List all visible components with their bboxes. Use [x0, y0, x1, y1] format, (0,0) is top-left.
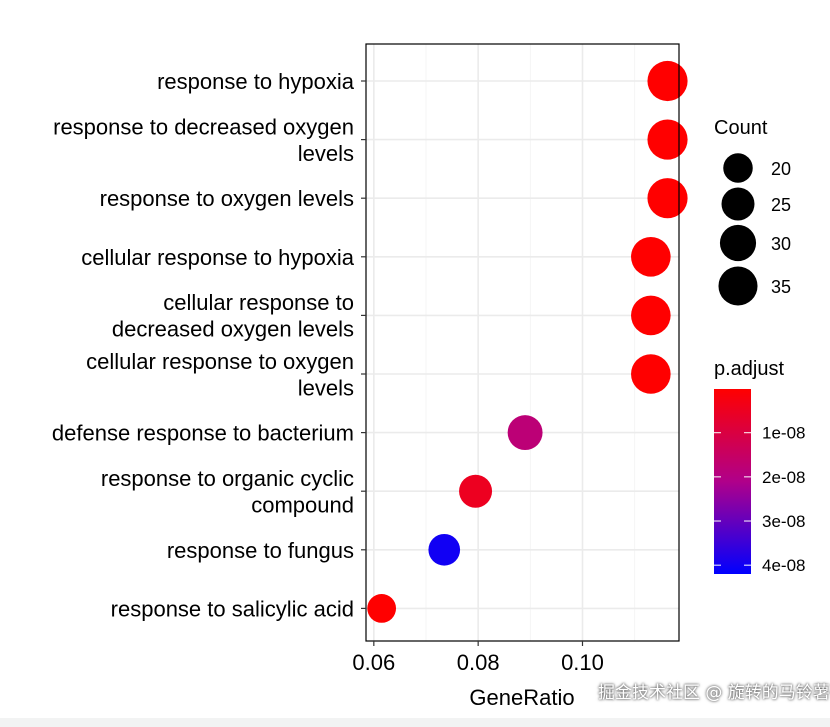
- point-cellular-response-to-hypoxia: [631, 236, 671, 277]
- colorbar-tick-label: 1e-08: [762, 424, 805, 443]
- y-tick-label: response to organic cyclic: [101, 466, 354, 491]
- panel-border: [365, 43, 680, 642]
- padjust-colorbar: [714, 389, 751, 574]
- point-defense-response-to-bacterium: [507, 415, 543, 451]
- y-tick-label: compound: [251, 492, 354, 517]
- legend-padjust-title: p.adjust: [714, 358, 784, 380]
- legend-count-dot: [718, 266, 758, 306]
- y-tick-label: response to salicylic acid: [111, 596, 354, 621]
- y-tick-label: response to oxygen levels: [100, 186, 354, 211]
- point-response-to-fungus: [428, 533, 461, 566]
- legend-padjust: p.adjust 1e-08 2e-08 3e-08 4e-08: [714, 358, 805, 575]
- y-tick-label: cellular response to: [163, 290, 354, 315]
- watermark: 掘金技术社区 @ 旋转的马铃薯子: [598, 683, 830, 703]
- y-tick-label: levels: [298, 375, 354, 400]
- legend-count-label: 25: [771, 195, 791, 215]
- x-axis: GeneRatio 0.06 0.08 0.10: [352, 641, 604, 710]
- legend-count-label: 20: [771, 159, 791, 179]
- legend-count: Count 20 25 30 35: [714, 117, 791, 306]
- point-response-to-salicylic-acid: [367, 594, 397, 623]
- y-tick-label: defense response to bacterium: [52, 421, 354, 446]
- legend-count-label: 35: [771, 277, 791, 297]
- colorbar-tick-label: 3e-08: [762, 512, 805, 531]
- x-tick-label: 0.10: [561, 650, 604, 675]
- y-tick-label: decreased oxygen levels: [112, 317, 354, 342]
- point-response-to-oxygen-levels: [647, 178, 688, 219]
- y-tick-label: response to fungus: [167, 538, 354, 563]
- y-tick-label: cellular response to hypoxia: [81, 245, 354, 270]
- grid-lines: [366, 44, 679, 641]
- y-tick-label: cellular response to oxygen: [86, 349, 354, 374]
- x-axis-title: GeneRatio: [469, 685, 574, 710]
- y-tick-label: response to hypoxia: [157, 69, 355, 94]
- point-response-to-decreased-oxygen-levels: [647, 119, 688, 160]
- point-cellular-response-to-oxygen-levels: [631, 354, 671, 394]
- point-cellular-response-to-decreased-oxygen-levels: [631, 295, 671, 336]
- bottom-strip: [0, 718, 830, 727]
- point-response-to-organic-cyclic-compound: [459, 474, 493, 508]
- legend-count-label: 30: [771, 234, 791, 254]
- legend-count-title: Count: [714, 117, 768, 139]
- y-tick-label: response to decreased oxygen: [53, 114, 354, 139]
- data-points: [367, 60, 688, 623]
- x-tick-label: 0.06: [352, 650, 395, 675]
- colorbar-tick-label: 2e-08: [762, 468, 805, 487]
- x-tick-label: 0.08: [457, 650, 500, 675]
- y-tick-label: levels: [298, 141, 354, 166]
- legend-count-dot: [719, 224, 757, 262]
- colorbar-tick-label: 4e-08: [762, 556, 805, 575]
- y-axis: response to hypoxia response to decreased…: [52, 69, 366, 621]
- legend-count-dot: [723, 153, 753, 183]
- point-response-to-hypoxia: [647, 60, 688, 102]
- legend-count-dot: [721, 187, 755, 221]
